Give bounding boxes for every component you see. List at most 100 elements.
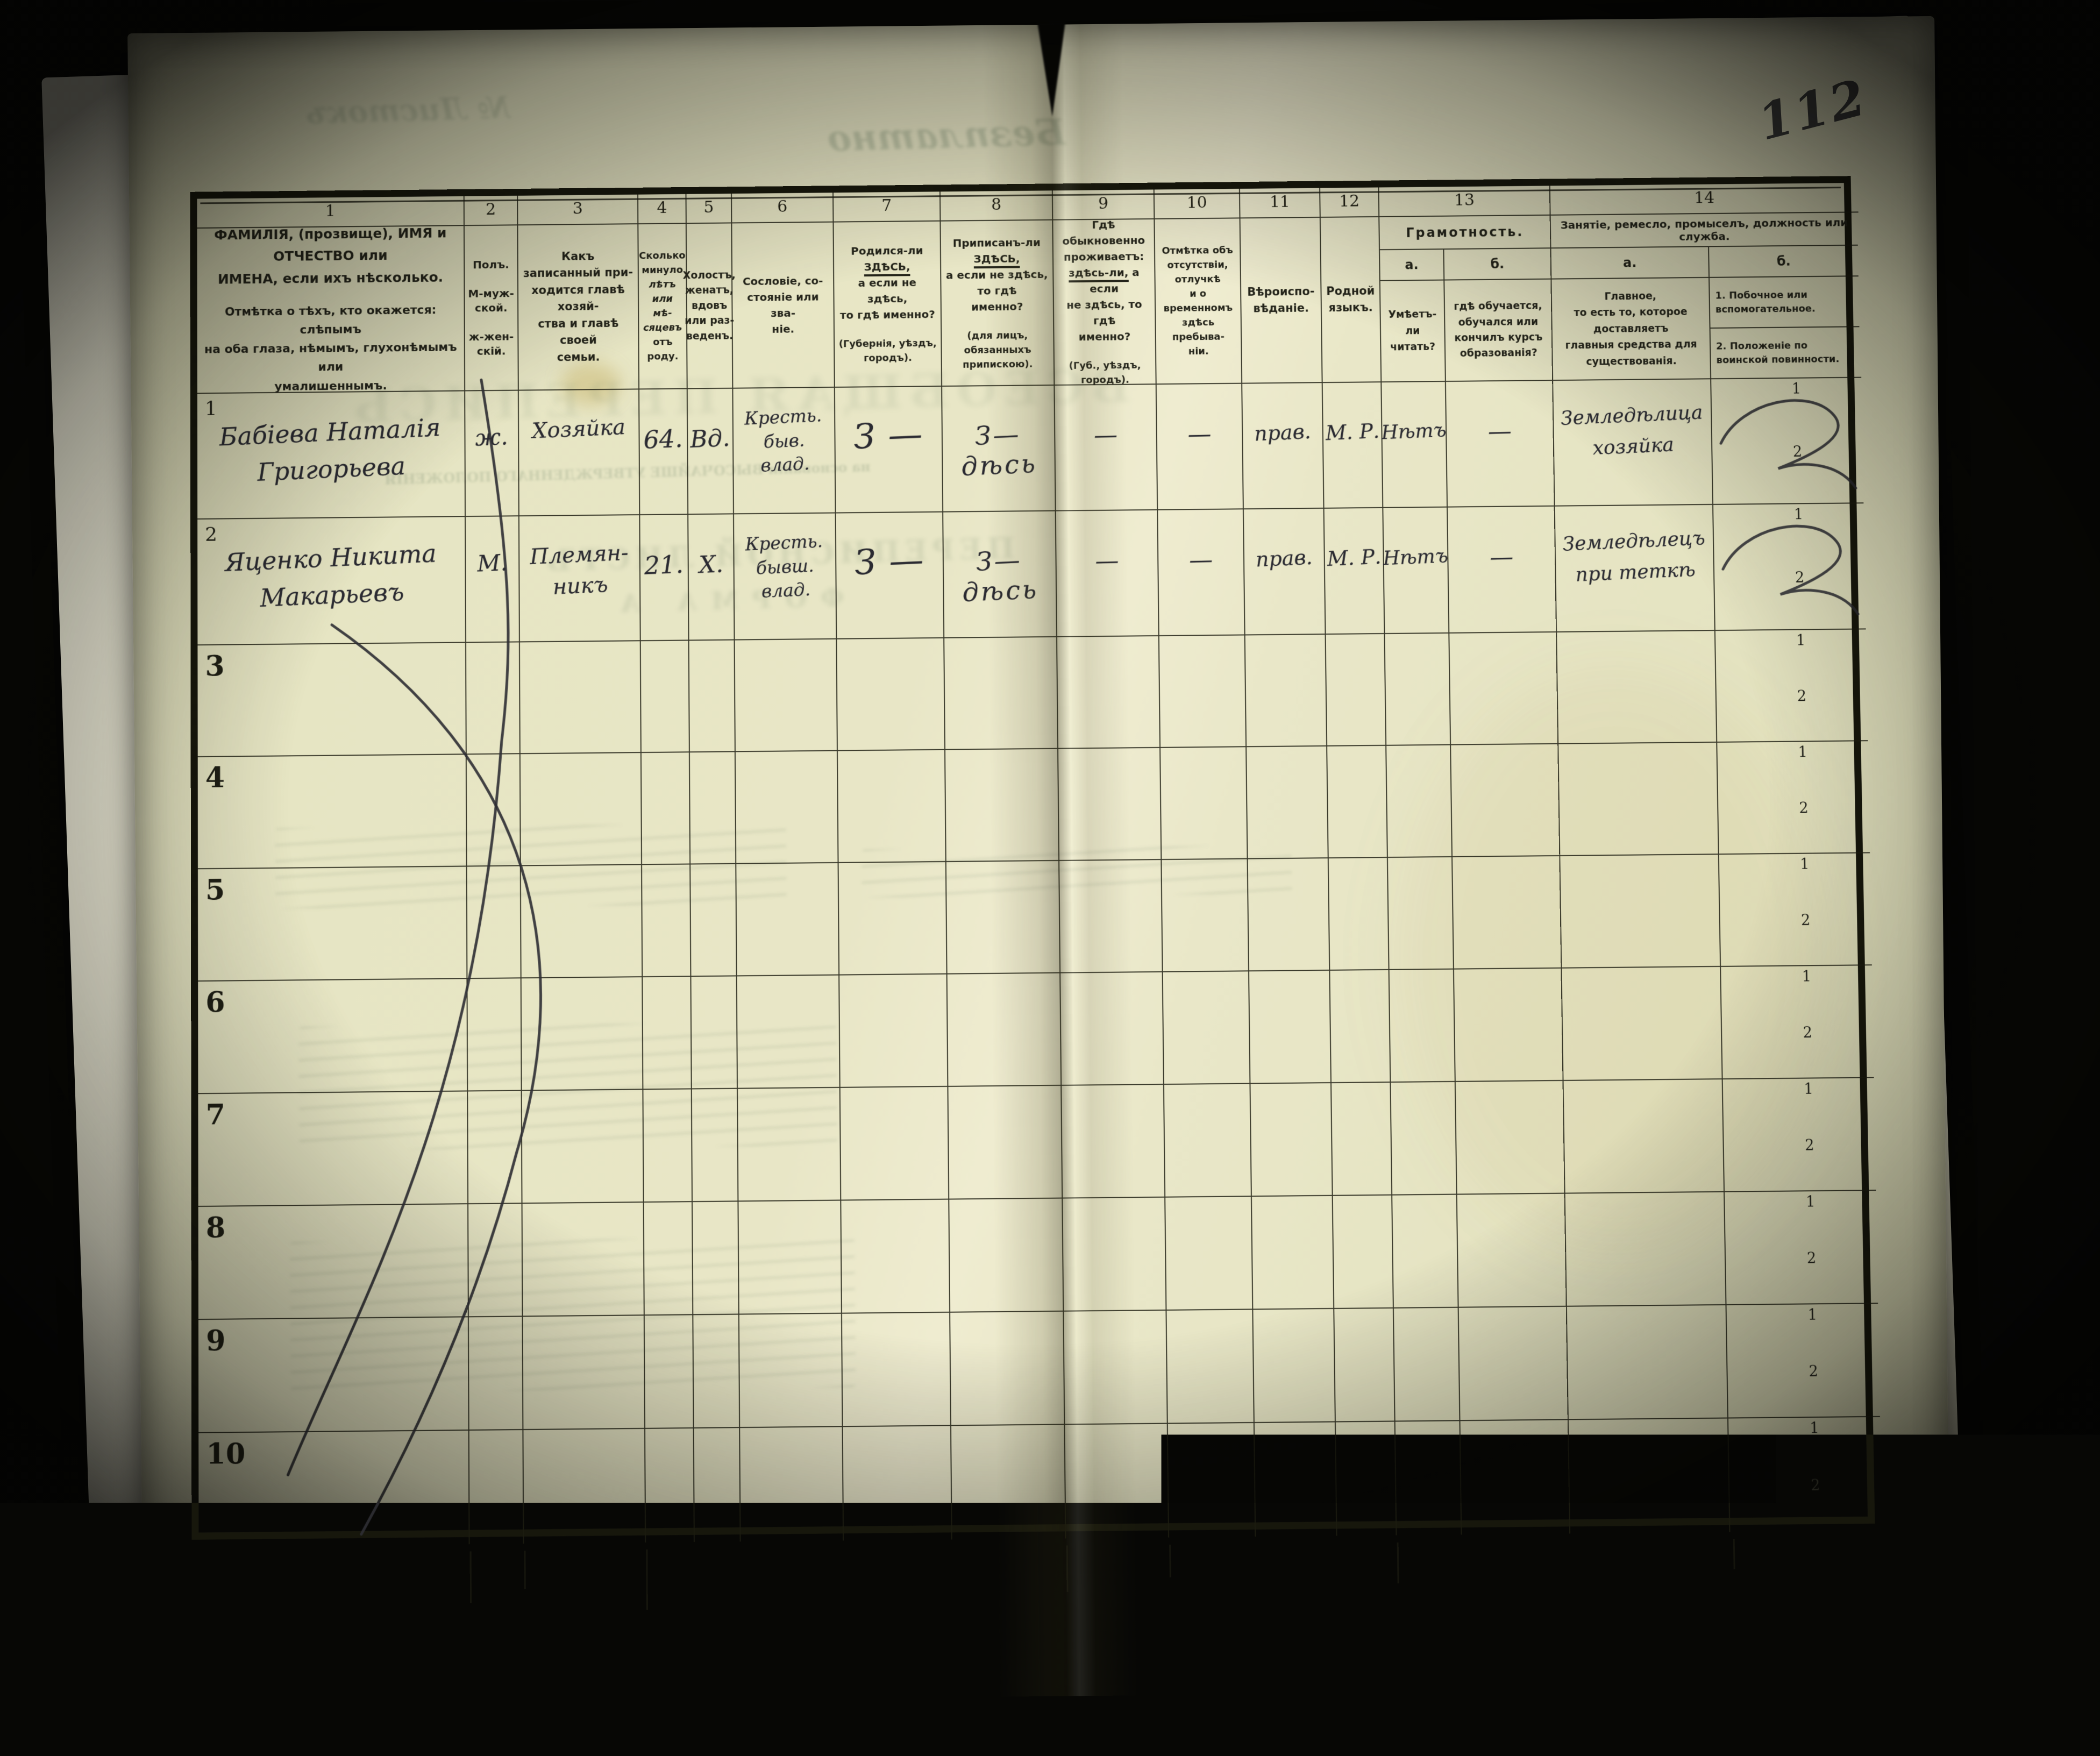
row-3-c14a <box>1557 631 1717 744</box>
subrow-cell: 1 <box>1798 1079 1799 1135</box>
col-9-header-paren: (Губ., уѣздъ, городъ). <box>1058 358 1152 388</box>
col-7-header-text: Родился-ли <box>851 244 923 258</box>
handwritten-entry: Племян- никъ <box>529 537 630 604</box>
col-7-header-underlined: ЗДѢСЬ, <box>864 260 910 277</box>
row-9-c6 <box>739 1314 843 1428</box>
row-3-c13b <box>1449 632 1558 745</box>
row-6-c9 <box>1060 972 1164 1086</box>
column-line-stub <box>646 1549 648 1610</box>
col-9-header-underlined: здѣсь-ли, <box>1069 266 1128 282</box>
handwritten-entry: 21. <box>644 550 684 580</box>
handwritten-entry: — <box>1188 546 1213 574</box>
handwritten-entry: — <box>1487 417 1512 445</box>
row-1-c12: М. Р. <box>1323 382 1384 509</box>
subrow-cell: 2 <box>1805 1475 1806 1532</box>
subrow-cell: 2 <box>1802 1248 1803 1303</box>
row-9-c11 <box>1253 1309 1336 1423</box>
row-5-c14a <box>1560 855 1721 969</box>
row-10-c11 <box>1255 1423 1337 1537</box>
row-4-c10 <box>1161 747 1248 860</box>
handwritten-entry: З — <box>853 415 924 457</box>
col-1-header: ФАМИЛІЯ, (прозвище), ИМЯ и ОТЧЕСТВО или … <box>197 226 466 394</box>
subrow-cell: 2 <box>1796 910 1797 965</box>
subrow-cell: 1 <box>1804 1418 1805 1475</box>
col-13-header: Грамотность. а. б. Умѣетъ- ли читать? гд… <box>1379 216 1553 382</box>
row-1-c14a: Земледѣлица хозяйка <box>1553 379 1713 506</box>
row-2-c13b: — <box>1448 507 1557 634</box>
row-10-c3 <box>523 1429 646 1544</box>
row-9-c5 <box>693 1315 740 1428</box>
row-3-c7 <box>837 638 945 751</box>
row-4-c14a <box>1558 743 1719 856</box>
row-7-c9 <box>1062 1085 1165 1199</box>
row-3-c11 <box>1245 635 1327 747</box>
col-2-number: 2 <box>465 196 518 226</box>
row-2-c10: — <box>1158 509 1245 636</box>
col-9-header-text: Гдѣ обыкновенно проживаетъ: <box>1062 218 1145 264</box>
handwritten-entry: З—дѣсь <box>942 418 1056 482</box>
subrow-cell: 1 <box>1802 1305 1803 1361</box>
printed-subrow-label: 2 <box>1801 912 1811 929</box>
pen-flourish <box>1711 378 1863 505</box>
handwritten-entry: Бабіева Наталія Григорьева <box>219 409 443 493</box>
col-5-header: Холостъ, женатъ, вдовъ или раз- веденъ. <box>687 223 734 389</box>
col-13a-label: а. <box>1380 250 1444 281</box>
col-12-header: Родной языкъ. <box>1321 217 1382 383</box>
printed-subrow-label: 2 <box>1795 569 1805 586</box>
row-7-c4 <box>643 1089 693 1203</box>
row-7-c7 <box>841 1087 950 1201</box>
handwritten-entry: 64. <box>643 424 684 454</box>
row-4-c11 <box>1247 747 1329 859</box>
row-3-c5 <box>689 641 736 753</box>
subrow-cell: 2 <box>1788 442 1789 503</box>
col-14b-item-2: 2. Положеніе по воинской повинности. <box>1711 327 1861 378</box>
subrow-cell: 1 <box>1796 966 1797 1023</box>
col-4-number: 4 <box>638 194 687 224</box>
col-9-header: Гдѣ обыкновенно проживаетъ: здѣсь-ли, а … <box>1053 219 1156 386</box>
handwritten-entry: Яценко Никита Макарьевъ <box>224 535 439 618</box>
row-10-c2 <box>469 1430 524 1544</box>
column-line-stub <box>1066 1546 1069 1592</box>
row-8-c2 <box>468 1204 523 1317</box>
row-3-c2 <box>466 642 521 755</box>
col-2-header: Полъ. М-муж- ской. ж-жен- скій. <box>465 225 519 391</box>
handwritten-entry: Нѣтъ <box>1383 545 1449 570</box>
row-1-c3: Хозяйка <box>519 389 640 516</box>
row-3-c4 <box>641 641 690 753</box>
col-6-header: Сословіе, со- стояніе или зва- ніе. <box>732 223 835 389</box>
col-4-header-part: отъ роду. <box>642 335 683 364</box>
row-8-c7 <box>841 1200 950 1314</box>
row-8-c5 <box>693 1202 739 1315</box>
row-3-c14b: 12 <box>1715 629 1868 742</box>
row-1-c4: 64. <box>639 389 688 515</box>
subrow-cell: 1 <box>1795 854 1796 910</box>
row-2-c14b: 12 <box>1713 503 1866 631</box>
col-14a-header: Главное, то есть то, которое доставляетъ… <box>1551 278 1711 380</box>
col-3-header: Какъ записанный при- ходится главѣ хозяй… <box>518 224 639 390</box>
row-1-c10: — <box>1157 384 1244 510</box>
row-5-c9 <box>1059 860 1163 973</box>
row-6-c2 <box>467 978 522 1091</box>
row-1-c8: З—дѣсь <box>942 386 1056 513</box>
column-line-stub <box>1733 1539 1735 1569</box>
row-4-c2 <box>467 754 521 866</box>
row-8-c10 <box>1165 1197 1253 1311</box>
printed-row-number: 8 <box>206 1211 225 1245</box>
row-6-c14b: 12 <box>1721 965 1874 1079</box>
col-13-header-title: Грамотность. <box>1379 216 1550 250</box>
row-4-c5 <box>690 752 736 864</box>
subrow-cell: 2 <box>1792 686 1793 741</box>
row-9-c4 <box>645 1315 694 1429</box>
row-2-c1: 2Яценко Никита Макарьевъ <box>197 517 466 645</box>
ghost-text-listok: № Листокъ <box>305 90 511 131</box>
col-1-header-note: Отмѣтка о тѣхъ, кто окажется: слѣпымъ на… <box>201 301 461 397</box>
row-6-c14a <box>1562 967 1722 1081</box>
row-10-c5 <box>694 1428 741 1542</box>
row-6-c13a <box>1390 970 1456 1083</box>
subrow-cell: 1 <box>1800 1191 1802 1248</box>
book-fold-notch <box>1037 22 1066 116</box>
row-10-c8 <box>951 1425 1066 1539</box>
col-14-header: Занятіе, ремесло, промыселъ, должность и… <box>1551 212 1862 381</box>
handwritten-entry: Земледѣлецъ при теткѣ <box>1562 523 1707 591</box>
col-7-header: Родился-ли ЗДѢСЬ, а если не здѣсь, то гд… <box>834 222 942 388</box>
